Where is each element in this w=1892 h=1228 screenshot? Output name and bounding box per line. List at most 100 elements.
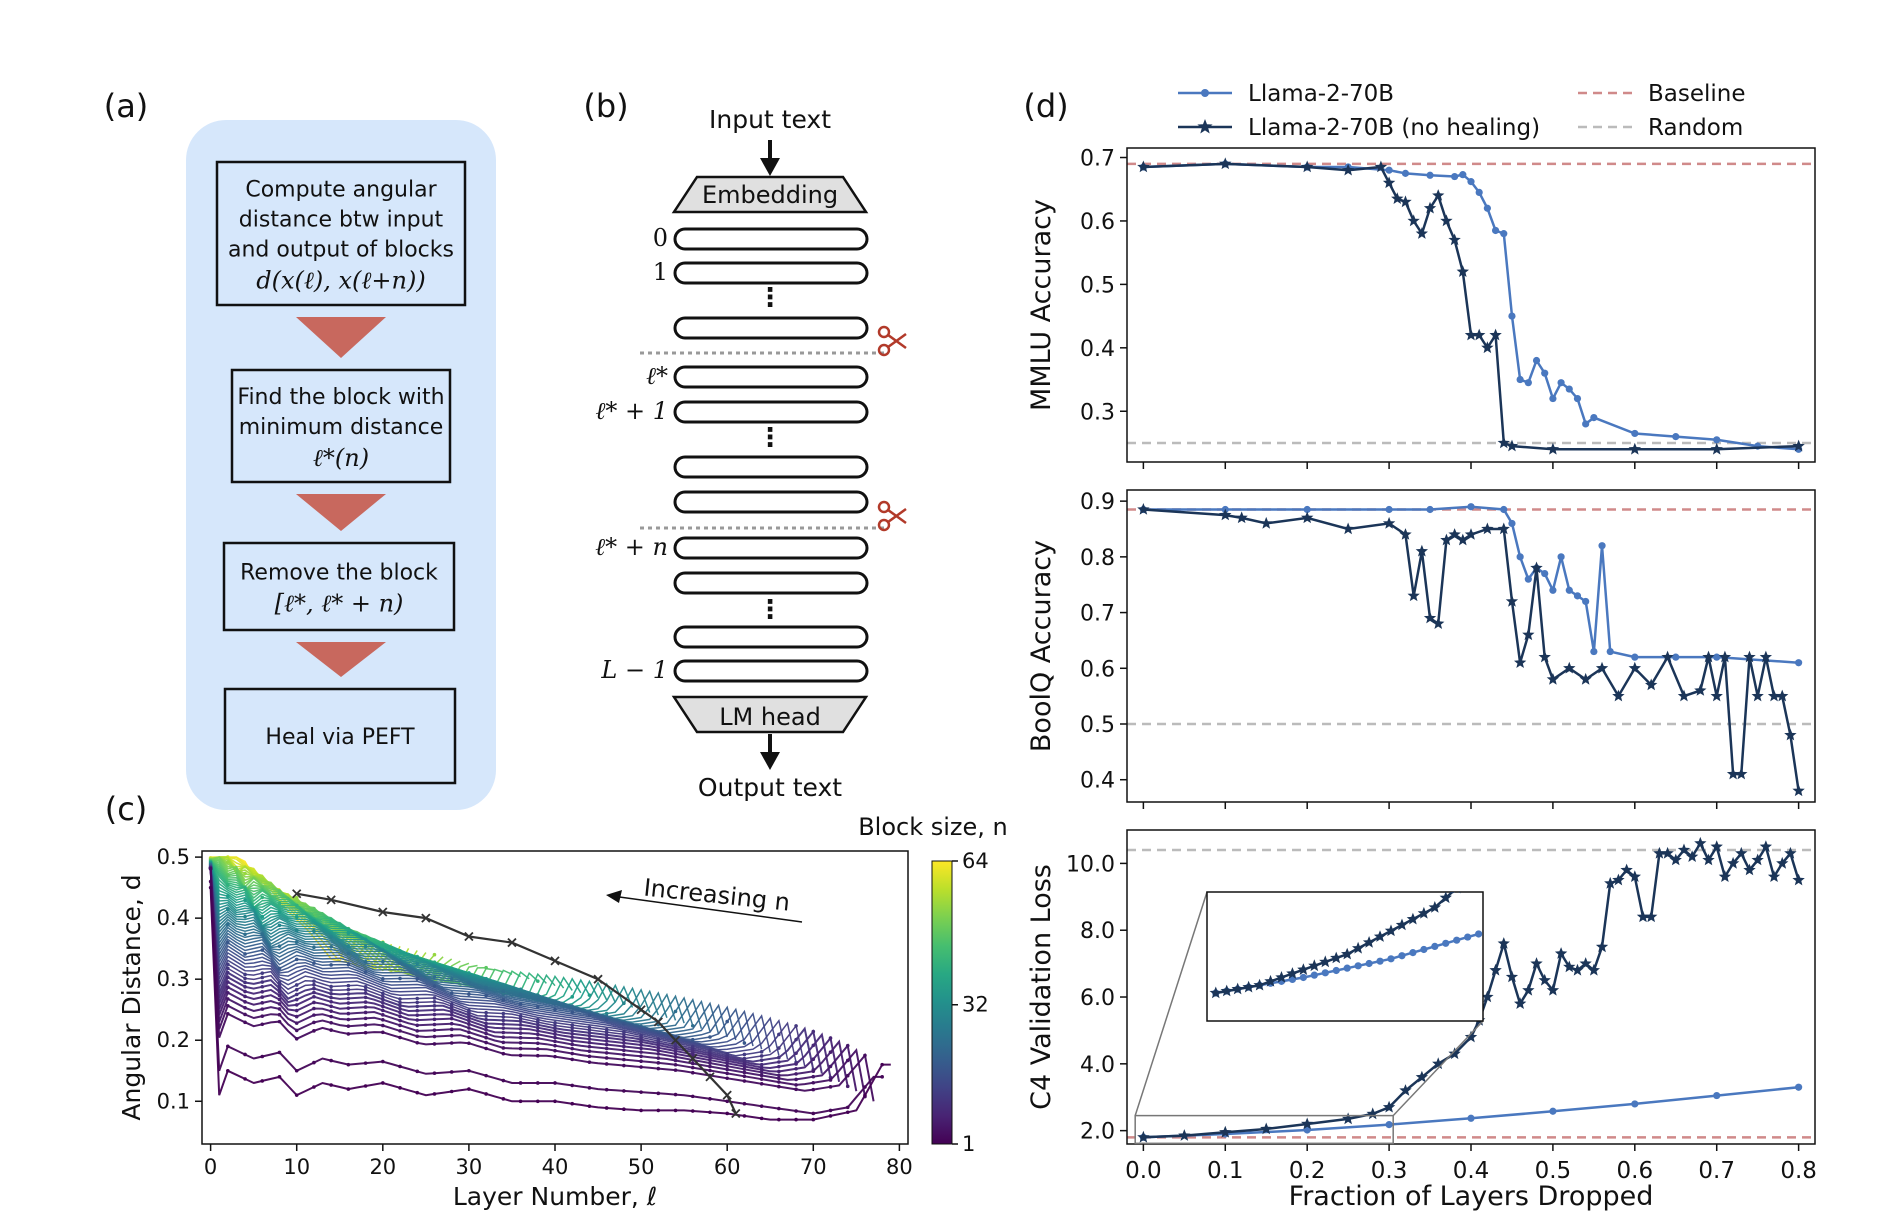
no-healing-point	[1546, 442, 1560, 455]
distance-point	[811, 1074, 816, 1079]
distance-point	[570, 995, 575, 999]
distance-point	[277, 993, 282, 998]
distance-point	[794, 1109, 798, 1113]
pipeline-background	[186, 120, 496, 810]
x-tick-label: 0.1	[1207, 1158, 1244, 1184]
no-healing-point	[1767, 689, 1781, 702]
distance-point	[312, 1020, 316, 1025]
distance-point	[346, 983, 351, 988]
scissors-blade	[887, 332, 907, 349]
distance-point	[484, 1092, 488, 1096]
distance-point	[432, 1028, 437, 1032]
minimum-marker	[378, 907, 388, 917]
minimum-marker	[550, 956, 560, 966]
x-tick-label: 0.2	[1289, 1158, 1326, 1184]
distance-point	[501, 1040, 506, 1045]
transformer-layer	[673, 625, 869, 649]
distance-point	[518, 1046, 523, 1051]
distance-point	[294, 940, 299, 944]
distance-point	[639, 1090, 643, 1094]
distance-point	[518, 1023, 523, 1027]
healed-point	[1590, 647, 1598, 656]
distance-point	[415, 1029, 420, 1033]
no-healing-point	[1628, 870, 1641, 882]
distance-point	[294, 1014, 299, 1019]
distance-point	[622, 1052, 626, 1057]
scissors-icon	[877, 325, 907, 357]
distance-point	[415, 1013, 420, 1018]
distance-point	[484, 1073, 488, 1078]
healed-point	[1467, 503, 1475, 511]
healed-point	[1483, 204, 1491, 212]
distance-point	[415, 1008, 420, 1013]
distance-point	[742, 1074, 747, 1079]
distance-point	[501, 1030, 506, 1035]
no-healing-point	[1718, 870, 1732, 882]
distance-point	[863, 1093, 867, 1097]
distance-point	[329, 944, 333, 949]
distance-point	[587, 1025, 592, 1030]
distance-point	[467, 1015, 471, 1020]
zoom-connector	[1392, 1020, 1484, 1117]
scissors-handle	[877, 325, 891, 339]
inset-no-healing-point	[1275, 971, 1288, 983]
distance-point	[759, 1067, 764, 1072]
distance-point	[312, 1006, 316, 1011]
inset-healed-point	[1321, 969, 1329, 977]
distance-point	[845, 1105, 850, 1110]
no-healing-point	[1448, 233, 1461, 246]
distance-point	[467, 992, 471, 996]
distance-point	[553, 1039, 557, 1044]
distance-point	[811, 1111, 816, 1116]
distance-point	[673, 1009, 678, 1014]
distance-point	[260, 1079, 265, 1083]
no-healing-point	[1219, 508, 1232, 521]
healed-point	[1524, 575, 1532, 583]
distance-point	[570, 1025, 575, 1030]
layer-index-label: 1	[653, 258, 668, 286]
distance-point	[346, 962, 351, 967]
inset-plot	[1209, 892, 1483, 999]
distance-point	[260, 984, 265, 989]
distance-point	[260, 948, 265, 952]
no-healing-point	[1571, 963, 1584, 976]
healed-point	[1795, 659, 1803, 667]
distance-point	[656, 1045, 661, 1050]
distance-point	[811, 1029, 816, 1034]
transformer-layer	[673, 659, 869, 683]
distance-point	[639, 1108, 643, 1113]
distance-point	[656, 1061, 661, 1065]
pipeline-step-math: ℓ*(n)	[313, 444, 369, 472]
no-healing-point	[1432, 1057, 1445, 1070]
distance-point	[639, 1046, 643, 1051]
no-healing-point	[1382, 516, 1396, 529]
distance-point	[863, 1053, 867, 1058]
distance-point	[622, 1048, 626, 1053]
distance-point	[346, 996, 351, 1001]
panel-b-label: (b)	[583, 87, 628, 125]
distance-point	[777, 1106, 781, 1111]
distance-point	[759, 1077, 764, 1081]
inset-no-healing-point	[1452, 892, 1461, 894]
distance-point	[587, 1028, 592, 1032]
distance-point	[708, 1068, 712, 1073]
inset-no-healing-point	[1330, 951, 1343, 964]
distance-point	[777, 1069, 781, 1074]
healed-point	[1598, 542, 1606, 550]
no-healing-point	[1407, 589, 1420, 602]
panel-c: (c) 0 10 20 30 40 50 60 70 80 0.1 0.2 0.3 0.4 0.5 Layer…	[105, 790, 1008, 1211]
inset-healed-point	[1354, 962, 1362, 970]
distance-point	[260, 1054, 265, 1059]
distance-point	[622, 1001, 626, 1005]
distance-point	[277, 1019, 282, 1024]
distance-point	[484, 1014, 488, 1018]
distance-point	[673, 1108, 678, 1113]
distance-point	[570, 1101, 575, 1106]
distance-point	[777, 1080, 781, 1084]
pipeline-step-text: and output of blocks	[228, 238, 454, 263]
layer-index-label: L − 1	[600, 656, 668, 684]
distance-point	[346, 1001, 351, 1005]
transformer-layer	[673, 536, 869, 560]
no-healing-point	[1653, 846, 1666, 859]
minimum-marker	[292, 889, 302, 899]
